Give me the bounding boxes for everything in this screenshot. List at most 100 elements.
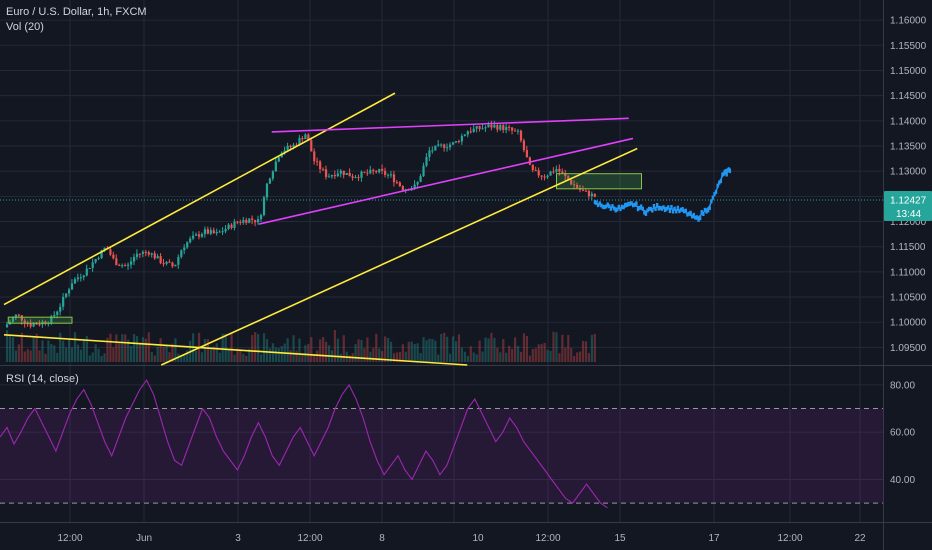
volume-bar — [540, 344, 543, 362]
candle-body — [121, 265, 124, 267]
support-zones[interactable] — [7, 173, 642, 324]
candle-body — [425, 156, 428, 166]
projection-bar — [606, 202, 609, 207]
volume-bar — [23, 351, 26, 362]
candle-body — [186, 242, 189, 248]
volume-bar — [174, 338, 177, 362]
volume-bar — [32, 337, 35, 362]
volume-bar — [419, 353, 422, 362]
candle-body — [67, 289, 71, 294]
symbol-title[interactable]: Euro / U.S. Dollar, 1h, FXCM — [6, 6, 147, 18]
candle-body — [171, 262, 174, 267]
projection-bar — [601, 204, 605, 209]
candle-body — [124, 265, 127, 267]
candle-body — [319, 161, 322, 170]
volume-bar — [221, 333, 224, 362]
candle-body — [537, 170, 540, 176]
volume-bar — [8, 334, 12, 362]
volume-bar — [567, 335, 570, 362]
candle-body — [118, 265, 121, 267]
candle-body — [345, 172, 348, 175]
candle-body — [135, 253, 139, 257]
projection-bar — [705, 209, 708, 214]
projection-bar — [673, 206, 676, 211]
candle-body — [336, 173, 339, 177]
volume-bar — [212, 346, 215, 362]
candle-body — [431, 150, 434, 152]
rsi-tick-label: 40.00 — [890, 475, 915, 486]
candle-body — [268, 178, 272, 184]
candle-body — [115, 258, 118, 266]
volume-bar — [259, 354, 263, 362]
volume-bar — [206, 338, 210, 362]
volume-bar — [227, 350, 230, 362]
candle-body — [522, 140, 526, 151]
projection-bar — [671, 209, 675, 214]
candle-body — [239, 221, 242, 223]
volume-bar — [348, 355, 351, 362]
projection-bar — [684, 208, 687, 213]
projection-bar — [676, 205, 680, 210]
candle-body — [224, 229, 227, 232]
volume-bar — [316, 350, 319, 362]
volume-bar — [14, 350, 18, 362]
candle-body — [508, 126, 511, 128]
candle-body — [546, 175, 549, 178]
candle-body — [283, 150, 286, 153]
candle-body — [378, 168, 381, 173]
candle-body — [183, 247, 186, 251]
trendlines[interactable] — [3, 92, 638, 366]
volume-bar — [168, 352, 171, 362]
price-tick-label: 1.15500 — [890, 41, 927, 52]
time-axis[interactable]: 12:00 Jun 3 12:00 8 10 12:00 15 17 12:00 22 — [57, 533, 866, 544]
price-tag-countdown: 13:44 — [896, 209, 921, 220]
candle-body — [502, 125, 505, 131]
volume-bar — [404, 351, 407, 362]
volume-bar — [109, 333, 112, 362]
volume-bar — [454, 341, 458, 362]
volume-bar — [262, 333, 266, 362]
volume-bar — [248, 348, 251, 362]
volume-bar — [121, 334, 124, 362]
candle-body — [434, 145, 437, 151]
rsi-pane[interactable] — [0, 379, 883, 509]
candle-body — [100, 250, 103, 259]
candle-body — [206, 229, 210, 234]
volume-bar — [277, 348, 280, 362]
rsi-axis[interactable]: 80.00 60.00 40.00 — [890, 380, 915, 486]
volume-bar — [443, 332, 446, 362]
volume-bar — [490, 332, 493, 362]
volume-bar — [53, 345, 56, 362]
volume-bar — [481, 351, 484, 362]
candle-body — [212, 230, 215, 234]
price-tick-label: 1.10500 — [890, 293, 927, 304]
volume-bar — [301, 354, 304, 362]
rsi-indicator-label[interactable]: RSI (14, close) — [6, 373, 79, 385]
volume-bar — [378, 348, 381, 362]
candle-body — [469, 131, 472, 133]
price-projection[interactable] — [593, 167, 732, 222]
volume-indicator-label[interactable]: Vol (20) — [6, 21, 44, 33]
volume-bar — [487, 338, 490, 362]
projection-bar — [695, 215, 699, 220]
volume-bar — [522, 333, 526, 362]
volume-bar — [363, 348, 366, 362]
price-axis[interactable]: 1.16000 1.15500 1.15000 1.14500 1.14000 1.135… — [890, 16, 927, 354]
volume-bar — [130, 346, 133, 362]
volume-bar — [322, 337, 325, 362]
candle-body — [351, 176, 354, 178]
projection-bar — [624, 202, 627, 207]
candle-body — [262, 197, 266, 216]
volume-bar — [366, 337, 369, 362]
volume-bar — [502, 338, 505, 362]
volume-bar — [242, 353, 245, 362]
volume-bar — [446, 336, 449, 362]
volume-bar — [62, 340, 65, 362]
projection-bar — [627, 201, 630, 206]
volume-bar — [307, 344, 310, 362]
volume-bar — [183, 355, 186, 362]
candle-body — [472, 128, 475, 132]
volume-bar — [375, 333, 378, 362]
projection-bar — [667, 205, 670, 210]
